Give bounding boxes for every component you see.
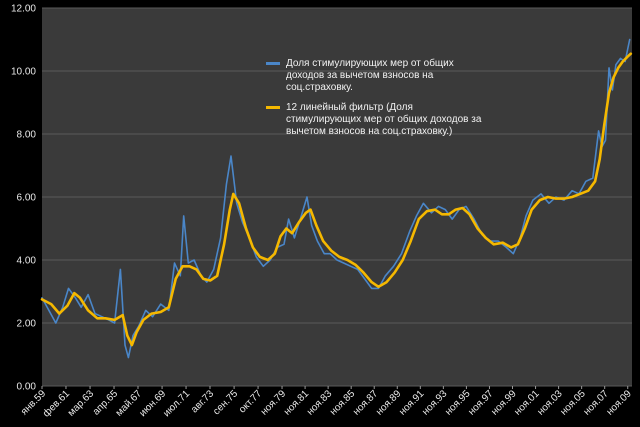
y-tick-label: 4.00 (17, 256, 37, 267)
legend-swatch-1 (266, 62, 280, 65)
legend-2-line-3: вычетом взносов на соц.страховку.) (286, 126, 452, 137)
y-tick-label: 8.00 (17, 130, 37, 141)
legend-1-line-2: доходов за вычетом взносов на (286, 70, 434, 81)
y-tick-label: 12.00 (11, 4, 36, 15)
legend-label-1: Доля стимулирующих мер от общих доходов … (286, 57, 457, 93)
y-tick-label: 2.00 (17, 319, 37, 330)
legend-1-line-1: Доля стимулирующих мер от общих (286, 57, 454, 69)
legend-label-2: 12 линейный фильтр (Доля стимулирующих м… (286, 101, 484, 137)
series-line-2 (40, 52, 633, 347)
legend: Доля стимулирующих мер от общих доходов … (266, 57, 484, 137)
legend-1-line-3: соц.страховку. (286, 82, 353, 93)
series-lines (40, 38, 633, 359)
y-tick-label: 0.00 (17, 382, 37, 393)
y-tick-label: 6.00 (17, 193, 37, 204)
y-axis-ticks: 0.00 2.00 4.00 6.00 8.00 10.00 12.00 (11, 4, 36, 393)
legend-2-line-2: стимулирующих мер от общих доходов за (286, 113, 482, 125)
y-tick-label: 10.00 (11, 67, 36, 78)
legend-2-line-1: 12 линейный фильтр (Доля (286, 101, 413, 113)
series-line-1 (41, 38, 631, 359)
legend-swatch-2 (266, 106, 280, 109)
